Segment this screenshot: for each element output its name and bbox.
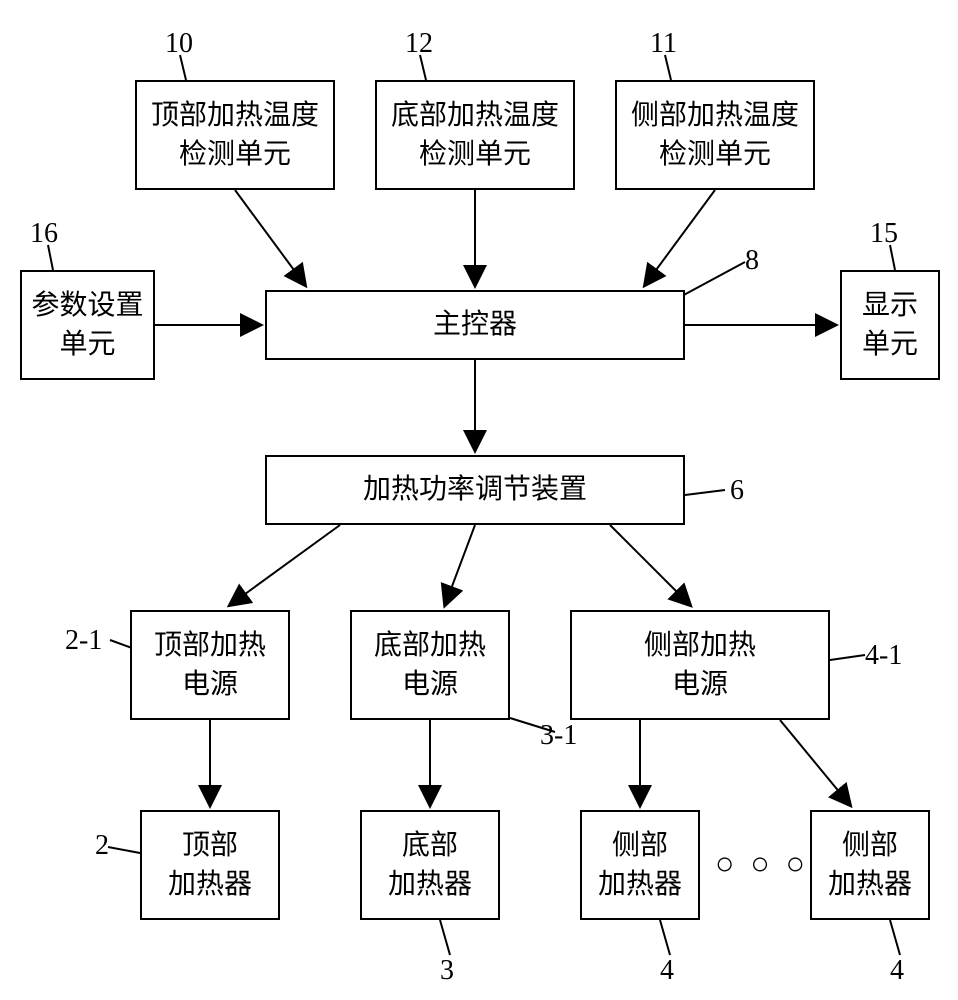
node-bottom-heater: 底部加热器 bbox=[360, 810, 500, 920]
node-side-heater-b: 侧部加热器 bbox=[810, 810, 930, 920]
node-text: 侧部加热器 bbox=[828, 826, 912, 904]
node-text: 侧部加热电源 bbox=[644, 626, 756, 704]
node-bottom-heat-power: 底部加热电源 bbox=[350, 610, 510, 720]
ref-label-4a: 4 bbox=[660, 955, 674, 987]
node-top-heat-power: 顶部加热电源 bbox=[130, 610, 290, 720]
ref-label-3: 3 bbox=[440, 955, 454, 987]
node-text: 侧部加热温度检测单元 bbox=[631, 96, 799, 174]
node-text: 加热功率调节装置 bbox=[363, 470, 587, 509]
node-text: 顶部加热温度检测单元 bbox=[151, 96, 319, 174]
node-display: 显示单元 bbox=[840, 270, 940, 380]
ref-label-2-1: 2-1 bbox=[65, 625, 102, 657]
ref-label-15: 15 bbox=[870, 218, 898, 250]
node-top-heater: 顶部加热器 bbox=[140, 810, 280, 920]
node-text: 参数设置单元 bbox=[31, 286, 143, 364]
ref-label-4-1: 4-1 bbox=[865, 640, 902, 672]
node-text: 主控器 bbox=[433, 305, 517, 344]
node-main-controller: 主控器 bbox=[265, 290, 685, 360]
ref-label-11: 11 bbox=[650, 28, 677, 60]
node-bottom-temp-detect: 底部加热温度检测单元 bbox=[375, 80, 575, 190]
node-text: 底部加热电源 bbox=[374, 626, 486, 704]
node-text: 显示单元 bbox=[862, 286, 918, 364]
node-text: 底部加热器 bbox=[388, 826, 472, 904]
node-top-temp-detect: 顶部加热温度检测单元 bbox=[135, 80, 335, 190]
ref-label-16: 16 bbox=[30, 218, 58, 250]
ref-label-4b: 4 bbox=[890, 955, 904, 987]
node-side-heater-a: 侧部加热器 bbox=[580, 810, 700, 920]
ref-label-12: 12 bbox=[405, 28, 433, 60]
node-text: 顶部加热电源 bbox=[154, 626, 266, 704]
node-text: 顶部加热器 bbox=[168, 826, 252, 904]
node-side-temp-detect: 侧部加热温度检测单元 bbox=[615, 80, 815, 190]
ref-label-2: 2 bbox=[95, 830, 109, 862]
node-text: 侧部加热器 bbox=[598, 826, 682, 904]
node-heating-power-adjust: 加热功率调节装置 bbox=[265, 455, 685, 525]
ref-label-10: 10 bbox=[165, 28, 193, 60]
flowchart-diagram: 顶部加热温度检测单元 底部加热温度检测单元 侧部加热温度检测单元 参数设置单元 … bbox=[0, 0, 958, 1000]
node-param-set: 参数设置单元 bbox=[20, 270, 155, 380]
ellipsis-dots: ○ ○ ○ bbox=[715, 845, 809, 882]
ref-label-3-1: 3-1 bbox=[540, 720, 577, 752]
ref-label-8: 8 bbox=[745, 245, 759, 277]
ref-label-6: 6 bbox=[730, 475, 744, 507]
node-side-heat-power: 侧部加热电源 bbox=[570, 610, 830, 720]
node-text: 底部加热温度检测单元 bbox=[391, 96, 559, 174]
